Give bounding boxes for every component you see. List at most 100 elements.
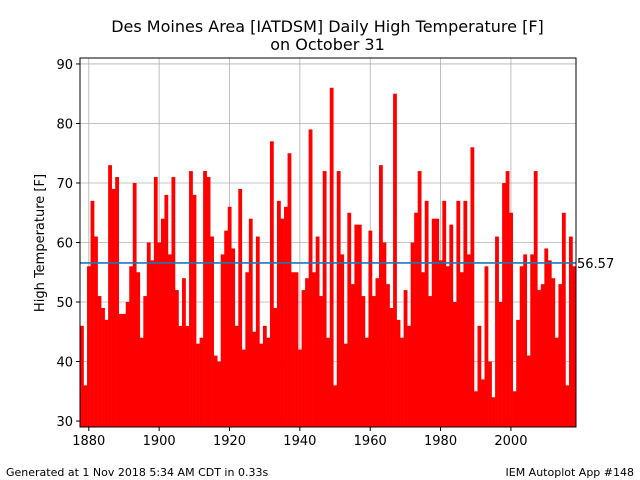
y-tick-label: 50 xyxy=(56,296,73,311)
bar-1923 xyxy=(238,188,243,427)
bar-1916 xyxy=(213,355,218,427)
bar-1981 xyxy=(442,200,447,427)
bar-1941 xyxy=(301,290,306,427)
x-tick-label: 2000 xyxy=(494,434,527,449)
bar-1914 xyxy=(206,177,211,427)
bar-1919 xyxy=(224,230,229,427)
bar-1908 xyxy=(185,325,190,427)
bar-2005 xyxy=(526,355,531,427)
bar-1984 xyxy=(452,302,457,427)
x-tick-label: 1880 xyxy=(72,434,105,449)
bar-1945 xyxy=(315,236,320,427)
bar-1887 xyxy=(111,188,116,427)
bar-1920 xyxy=(227,206,232,427)
bar-2002 xyxy=(516,319,521,427)
bar-1962 xyxy=(375,278,380,427)
bar-1997 xyxy=(498,302,503,427)
y-tick-label: 30 xyxy=(56,415,73,430)
x-tick-label: 1960 xyxy=(354,434,387,449)
bar-1955 xyxy=(350,284,355,427)
bar-1999 xyxy=(505,171,510,427)
bar-1931 xyxy=(266,337,271,427)
x-tick-label: 1940 xyxy=(283,434,316,449)
y-axis-label: High Temperature [F] xyxy=(33,174,48,312)
bar-2017 xyxy=(568,236,573,427)
bar-1971 xyxy=(407,325,411,427)
bar-1946 xyxy=(319,296,324,427)
bar-1949 xyxy=(329,87,334,428)
bar-1928 xyxy=(255,236,260,427)
bar-2009 xyxy=(540,284,545,427)
bar-1950 xyxy=(333,385,338,427)
bar-1983 xyxy=(449,224,454,427)
bar-2013 xyxy=(554,337,559,427)
bar-1892 xyxy=(129,266,134,427)
bar-1947 xyxy=(322,171,327,427)
bar-2001 xyxy=(512,391,517,427)
bar-1894 xyxy=(136,272,141,427)
bar-1974 xyxy=(417,171,422,427)
bar-1904 xyxy=(171,177,176,427)
bar-1880 xyxy=(87,266,91,427)
bar-1893 xyxy=(132,182,137,427)
bar-1939 xyxy=(294,272,299,427)
bar-1921 xyxy=(231,248,236,427)
bar-1883 xyxy=(97,296,102,427)
chart-title-line2: on October 31 xyxy=(270,35,385,54)
bar-1937 xyxy=(287,153,292,427)
bar-1948 xyxy=(326,337,331,427)
bar-1960 xyxy=(368,230,373,427)
x-tick-label: 1980 xyxy=(424,434,457,449)
bar-1899 xyxy=(153,177,158,427)
bar-2011 xyxy=(547,260,552,427)
bar-1924 xyxy=(241,349,246,427)
bar-1991 xyxy=(477,325,482,427)
bars xyxy=(80,87,577,428)
bar-1901 xyxy=(160,218,165,427)
bar-1990 xyxy=(473,391,478,427)
bar-1951 xyxy=(336,171,341,427)
bar-1891 xyxy=(125,302,130,427)
bar-1915 xyxy=(210,236,214,427)
bar-1959 xyxy=(364,337,369,427)
bar-2010 xyxy=(544,248,549,427)
bar-1917 xyxy=(217,361,222,427)
y-tick-label: 80 xyxy=(56,117,73,132)
bar-1972 xyxy=(410,242,415,427)
bar-1953 xyxy=(343,343,348,427)
bar-1913 xyxy=(203,171,207,427)
bar-1957 xyxy=(357,224,362,427)
bar-1964 xyxy=(382,242,387,427)
bar-1978 xyxy=(431,218,436,427)
bar-2014 xyxy=(558,284,563,427)
y-tick-label: 90 xyxy=(56,58,73,73)
bar-1996 xyxy=(495,236,499,427)
bar-2018 xyxy=(572,266,577,427)
bar-1926 xyxy=(248,218,253,427)
average-layer: 56.57 xyxy=(80,257,614,272)
bar-2006 xyxy=(530,254,535,427)
bar-1888 xyxy=(115,177,119,427)
bar-1954 xyxy=(347,212,352,427)
bar-1879 xyxy=(83,385,88,427)
y-tick-label: 70 xyxy=(56,177,73,192)
bar-1967 xyxy=(393,93,397,427)
bar-1992 xyxy=(481,379,485,427)
bar-1944 xyxy=(312,272,316,427)
bar-1911 xyxy=(196,343,200,427)
bar-1932 xyxy=(269,141,274,428)
bar-1988 xyxy=(466,254,471,427)
bar-1965 xyxy=(386,284,390,427)
bar-1896 xyxy=(143,296,148,427)
bar-1994 xyxy=(488,361,492,427)
y-tick-label: 60 xyxy=(56,237,73,252)
bar-1890 xyxy=(122,313,127,427)
bar-1910 xyxy=(192,194,197,427)
bar-1986 xyxy=(459,272,464,427)
chart-title-line1: Des Moines Area [IATDSM] Daily High Temp… xyxy=(111,17,544,36)
bar-1982 xyxy=(445,266,450,427)
bar-2000 xyxy=(509,212,513,427)
bar-1985 xyxy=(456,200,461,427)
x-tick-label: 1900 xyxy=(143,434,176,449)
